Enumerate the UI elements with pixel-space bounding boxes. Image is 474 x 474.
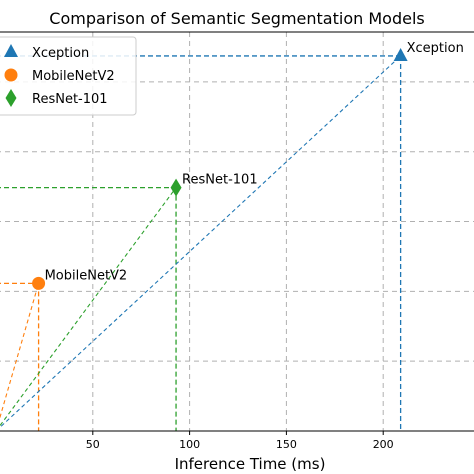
x-tick-label: 200	[373, 438, 394, 451]
legend-resnet-101-marker	[5, 89, 17, 107]
legend-mobilenetv2-marker	[4, 68, 18, 82]
xception-point	[393, 47, 408, 61]
data-points: Xception MobileNetV2 ResNet-101	[32, 41, 464, 290]
legend-resnet-101-label: ResNet-101	[32, 92, 108, 107]
trend-lines	[0, 55, 401, 429]
resnet-101-point	[170, 178, 182, 197]
x-tick-label: 100	[179, 438, 200, 451]
legend-xception-label: Xception	[32, 46, 89, 61]
legend-xception-marker	[4, 44, 18, 57]
xception-trend-line	[0, 55, 401, 429]
legend: Xception MobileNetV2 ResNet-101	[0, 36, 137, 116]
mobilenetv2-point	[32, 276, 46, 290]
x-tick-label: 150	[276, 438, 297, 451]
plot-frame	[0, 31, 474, 432]
mobilenetv2-trend-line	[0, 283, 40, 420]
resnet-101-point-label: ResNet-101	[182, 173, 258, 188]
x-tick-label: 50	[86, 438, 100, 451]
x-axis-title: Inference Time (ms)	[175, 455, 326, 473]
xception-point-label: Xception	[407, 41, 464, 56]
resnet-101-trend-line	[0, 187, 177, 427]
legend-mobilenetv2-label: MobileNetV2	[32, 69, 115, 84]
guide-lines	[0, 55, 402, 431]
chart-title: Comparison of Semantic Segmentation Mode…	[49, 9, 424, 28]
mobilenetv2-point-label: MobileNetV2	[45, 268, 128, 283]
x-axis-ticks: 50 100 150 200	[86, 431, 394, 451]
legend-box	[0, 36, 137, 116]
